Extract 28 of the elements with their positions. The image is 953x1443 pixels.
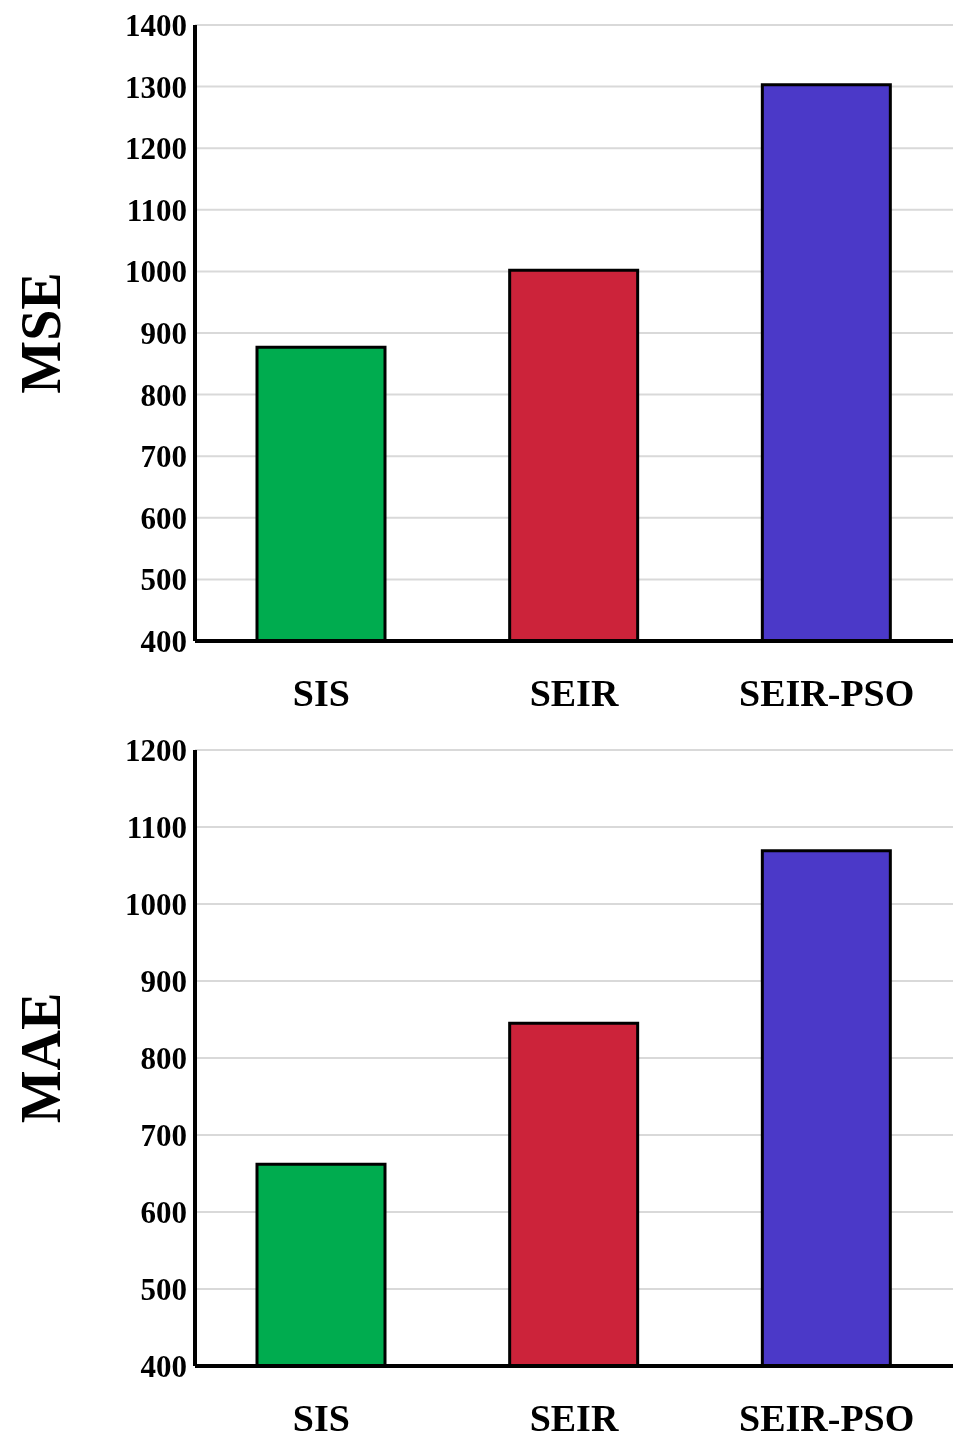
y-tick-label: 400 <box>140 1349 187 1385</box>
y-tick-label: 500 <box>140 1272 187 1308</box>
y-tick-label: 600 <box>140 500 187 536</box>
x-tick-label: SEIR-PSO <box>739 671 915 714</box>
y-tick-label: 500 <box>140 562 187 598</box>
y-tick-label: 1300 <box>125 69 187 105</box>
y-tick-label: 800 <box>140 377 187 413</box>
y-tick-label: 400 <box>140 624 187 660</box>
y-tick-label: 900 <box>140 964 187 1000</box>
y-tick-label: 1100 <box>126 810 187 846</box>
y-tick-label: 700 <box>140 439 187 475</box>
y-tick-label: 1000 <box>125 887 187 923</box>
y-tick-label: 600 <box>140 1195 187 1231</box>
x-tick-label: SEIR <box>529 671 619 714</box>
x-tick-label: SIS <box>292 1396 350 1439</box>
y-tick-label: 1000 <box>125 254 187 290</box>
y-axis-title: MAE <box>9 992 72 1124</box>
y-tick-label: 700 <box>140 1118 187 1154</box>
y-axis-title: MSE <box>9 272 72 394</box>
x-tick-label: SIS <box>292 671 350 714</box>
x-tick-label: SEIR-PSO <box>739 1396 915 1439</box>
x-tick-label: SEIR <box>529 1396 619 1439</box>
y-tick-label: 800 <box>140 1041 187 1077</box>
y-tick-label: 1200 <box>125 733 187 769</box>
y-tick-label: 1200 <box>125 131 187 167</box>
y-tick-label: 1100 <box>126 192 187 228</box>
y-tick-label: 900 <box>140 316 187 352</box>
y-tick-label: 1400 <box>125 8 187 44</box>
